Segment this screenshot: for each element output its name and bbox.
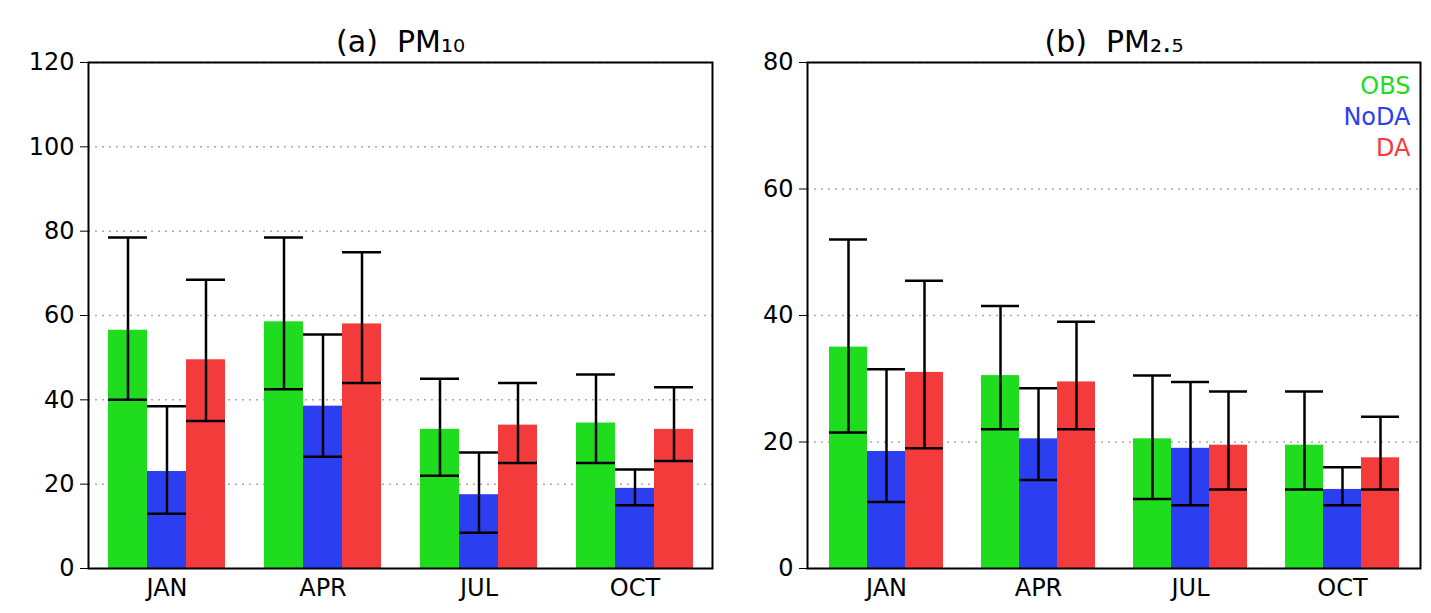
svg-text:100: 100 xyxy=(29,133,75,161)
svg-text:120: 120 xyxy=(29,48,75,76)
svg-text:OBS: OBS xyxy=(1360,72,1410,100)
svg-text:JAN: JAN xyxy=(144,574,187,602)
svg-text:OCT: OCT xyxy=(610,574,661,602)
svg-text:40: 40 xyxy=(44,386,75,414)
svg-text:JUL: JUL xyxy=(458,574,499,602)
svg-text:40: 40 xyxy=(763,301,794,329)
svg-text:JAN: JAN xyxy=(864,574,907,602)
svg-text:OCT: OCT xyxy=(1317,574,1368,602)
svg-text:APR: APR xyxy=(299,574,347,602)
svg-text:60: 60 xyxy=(763,175,794,203)
svg-text:0: 0 xyxy=(59,554,74,582)
svg-text:80: 80 xyxy=(763,48,794,76)
svg-text:DA: DA xyxy=(1376,134,1411,162)
svg-text:20: 20 xyxy=(763,428,794,456)
svg-text:(a) PM₁₀: (a) PM₁₀ xyxy=(336,24,465,59)
svg-text:60: 60 xyxy=(44,301,75,329)
svg-text:JUL: JUL xyxy=(1169,574,1210,602)
svg-text:80: 80 xyxy=(44,217,75,245)
svg-text:APR: APR xyxy=(1015,574,1063,602)
svg-text:NoDA: NoDA xyxy=(1343,103,1411,131)
svg-text:(b) PM₂.₅: (b) PM₂.₅ xyxy=(1044,24,1183,59)
svg-text:20: 20 xyxy=(44,470,75,498)
svg-text:0: 0 xyxy=(778,554,793,582)
